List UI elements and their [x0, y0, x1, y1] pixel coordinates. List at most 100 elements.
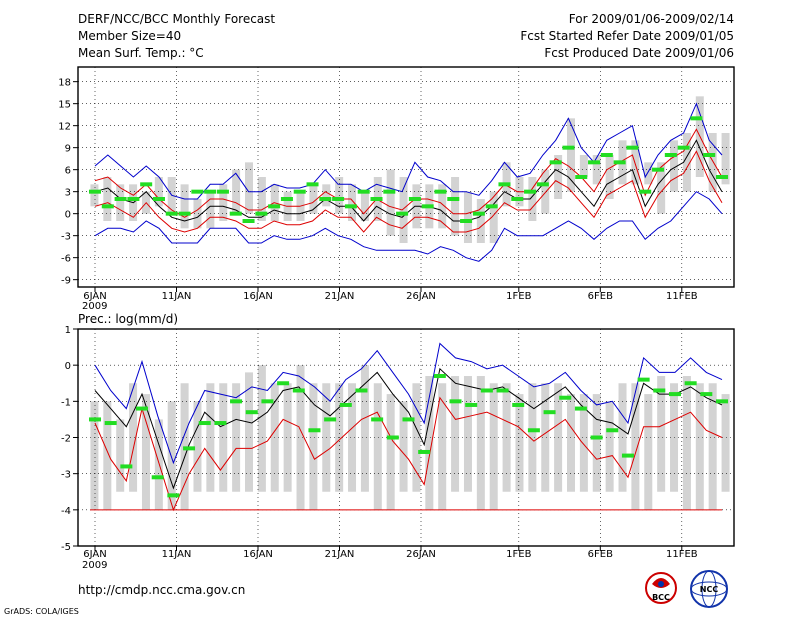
- ensemble-bar: [348, 184, 357, 221]
- ensemble-bar: [245, 372, 253, 492]
- ensemble-bar: [335, 383, 344, 492]
- upper-bound-line: [94, 102, 723, 200]
- y-tick-label: 0: [65, 361, 71, 372]
- ensemble-bar: [193, 199, 202, 229]
- ncc-logo: NCC: [690, 570, 728, 608]
- ensemble-bar: [103, 177, 112, 221]
- ensemble-bar: [567, 118, 575, 192]
- temperature-panel: -9 -6 -3 0 3 6 9 12 15 18 6JAN 11JAN 16JAN 21JAN 26JAN…: [58, 66, 735, 312]
- x-year-label: 2009: [82, 301, 107, 312]
- observed-marker: [690, 116, 703, 121]
- ensemble-bar: [605, 155, 614, 199]
- observed-marker: [434, 189, 447, 194]
- plot-frame: [77, 66, 735, 288]
- observed-marker: [319, 197, 332, 201]
- x-tick-label: 21JAN: [325, 291, 355, 302]
- observed-marker: [536, 182, 549, 187]
- ensemble-bar: [670, 140, 679, 192]
- ensemble-bar: [193, 401, 202, 492]
- ensemble-bar: [116, 419, 125, 492]
- ncc-logo-text: NCC: [700, 585, 719, 594]
- lower-red-line: [94, 150, 723, 233]
- ensemble-bar: [116, 184, 125, 221]
- observed-marker: [447, 197, 460, 201]
- observed-marker: [292, 388, 305, 393]
- fcst-started: Fcst Started Refer Date 2009/01/05: [520, 29, 734, 43]
- y-tick-label: 18: [58, 78, 71, 89]
- observed-marker: [89, 189, 101, 194]
- lower-bound-line: [94, 191, 723, 262]
- observed-marker: [370, 197, 383, 201]
- grads-credit: GrADS: COLA/IGES: [4, 607, 79, 616]
- ensemble-mean-line: [94, 139, 723, 222]
- ensemble-mean-line: [94, 367, 723, 490]
- ensemble-bar: [463, 191, 472, 243]
- ensemble-bar: [644, 394, 653, 510]
- ensemble-bar: [554, 155, 563, 199]
- y-tick-label: -9: [61, 276, 71, 287]
- ensemble-bar: [309, 184, 318, 214]
- observed-marker: [549, 160, 562, 165]
- observed-marker: [402, 417, 415, 422]
- bcc-logo-text: BCC: [652, 593, 670, 602]
- observed-marker: [527, 428, 540, 433]
- bcc-logo: BCC: [645, 572, 677, 604]
- ensemble-bar: [567, 394, 575, 492]
- ensemble-bar: [335, 177, 344, 214]
- source-url[interactable]: http://cmdp.ncc.cma.gov.cn: [78, 583, 245, 597]
- observed-marker: [114, 197, 127, 201]
- observed-marker: [165, 211, 178, 216]
- observed-marker: [355, 388, 368, 393]
- ensemble-bar: [257, 177, 266, 221]
- ensemble-bar: [721, 394, 730, 492]
- ensemble-bar: [283, 383, 292, 492]
- ensemble-bar: [348, 383, 357, 492]
- x-tick-label: 6JAN: [83, 549, 106, 560]
- observed-marker: [480, 388, 493, 393]
- x-tick-label: 21JAN: [325, 549, 355, 560]
- for-range: For 2009/01/06-2009/02/14: [569, 12, 734, 26]
- ensemble-bar: [399, 401, 408, 492]
- observed-marker: [245, 410, 258, 415]
- observed-marker: [178, 211, 191, 216]
- ensemble-bar: [451, 376, 460, 492]
- observed-marker: [371, 417, 384, 422]
- observed-marker: [339, 402, 352, 407]
- ensemble-bar: [695, 383, 704, 510]
- observed-marker: [485, 204, 498, 209]
- member-size: Member Size=40: [78, 29, 181, 43]
- observed-marker: [653, 388, 666, 393]
- observed-marker: [511, 197, 524, 201]
- observed-marker: [652, 167, 665, 172]
- observed-marker: [383, 189, 396, 194]
- ensemble-bar: [412, 383, 421, 492]
- observed-marker: [293, 189, 306, 194]
- y-tick-label: -5: [61, 542, 71, 553]
- ensemble-bar: [657, 162, 666, 214]
- ensemble-bar: [232, 169, 241, 214]
- ensemble-bar: [90, 184, 99, 207]
- observed-marker: [562, 145, 575, 150]
- x-tick-label: 16JAN: [243, 549, 273, 560]
- observed-marker: [242, 219, 255, 223]
- ensemble-bar: [360, 365, 369, 492]
- observed-marker: [136, 406, 149, 411]
- upper-red-line: [94, 128, 723, 218]
- x-tick-label: 1FEB: [506, 549, 531, 560]
- ensemble-bar: [167, 401, 176, 510]
- observed-marker: [120, 464, 133, 469]
- lower-bound-line: [94, 396, 723, 512]
- observed-marker: [588, 160, 601, 165]
- ensemble-bar: [631, 140, 640, 185]
- observed-marker: [606, 428, 619, 433]
- ensemble-bar: [657, 376, 666, 492]
- observed-marker: [716, 175, 728, 179]
- ensemble-bar: [682, 133, 691, 192]
- y-tick-label: 15: [58, 100, 71, 111]
- observed-marker: [151, 475, 164, 480]
- observed-marker: [324, 417, 337, 422]
- observed-marker: [677, 145, 690, 150]
- x-tick-label: 11JAN: [162, 291, 192, 302]
- observed-marker: [386, 435, 399, 440]
- precip-title: Prec.: log(mm/d): [78, 312, 178, 326]
